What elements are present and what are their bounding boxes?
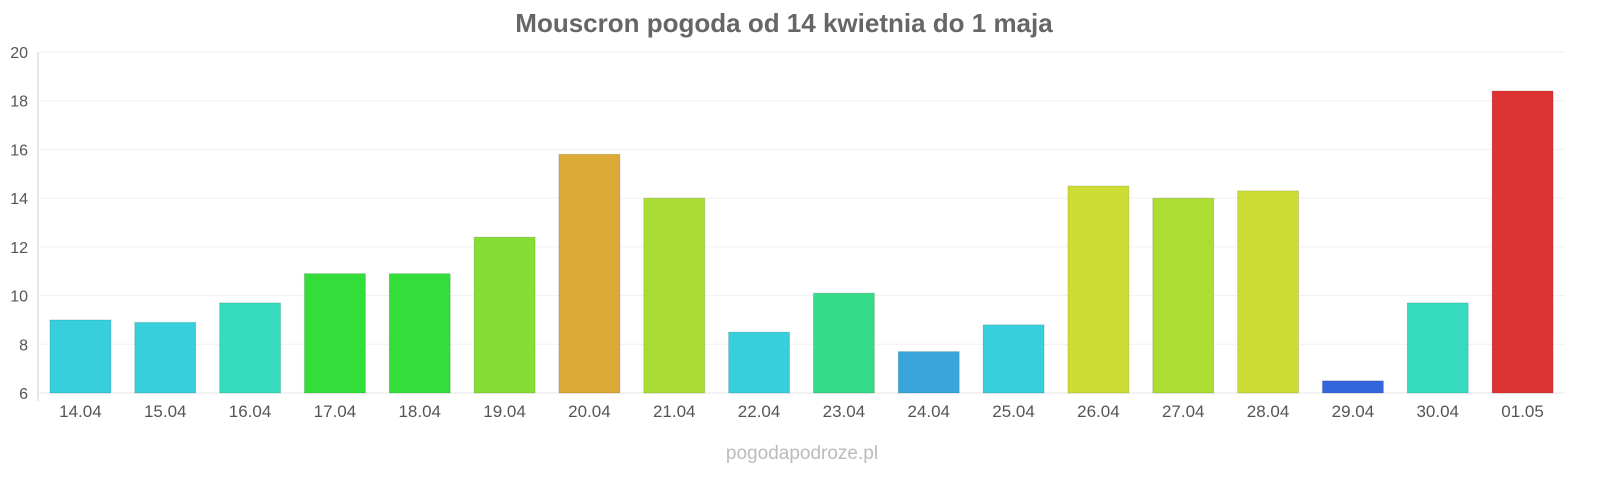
chart-title: Mouscron pogoda od 14 kwietnia do 1 maja bbox=[515, 8, 1053, 38]
y-tick-label: 12 bbox=[10, 240, 28, 257]
bar bbox=[812, 292, 875, 394]
bar bbox=[1152, 197, 1215, 394]
x-tick-label: 24.04 bbox=[907, 402, 950, 421]
bar bbox=[49, 319, 112, 394]
x-tick-label: 25.04 bbox=[992, 402, 1035, 421]
x-tick-label: 20.04 bbox=[568, 402, 611, 421]
bar bbox=[303, 273, 366, 394]
y-tick-label: 10 bbox=[10, 289, 28, 306]
bar bbox=[1321, 380, 1384, 394]
credit: pogodapodroze.pl bbox=[726, 443, 878, 464]
x-tick-label: 18.04 bbox=[398, 402, 441, 421]
x-tick-label: 01.05 bbox=[1501, 402, 1544, 421]
x-tick-label: 28.04 bbox=[1247, 402, 1290, 421]
x-tick-label: 29.04 bbox=[1332, 402, 1375, 421]
bar bbox=[897, 351, 960, 394]
y-tick-label: 16 bbox=[10, 142, 28, 159]
x-axis: 14.04 15.04 16.04 17.04 18.04 19.04 20.04 21.04… bbox=[59, 402, 1544, 421]
grid bbox=[38, 51, 1565, 394]
x-tick-label: 23.04 bbox=[823, 402, 866, 421]
y-tick-label: 8 bbox=[19, 337, 28, 354]
x-tick-label: 19.04 bbox=[483, 402, 526, 421]
x-tick-label: 21.04 bbox=[653, 402, 696, 421]
x-tick-label: 14.04 bbox=[59, 402, 102, 421]
bar bbox=[1237, 190, 1300, 394]
x-tick-label: 27.04 bbox=[1162, 402, 1205, 421]
y-tick-label: 18 bbox=[10, 94, 28, 111]
x-tick-label: 15.04 bbox=[144, 402, 187, 421]
bar bbox=[982, 324, 1045, 394]
bar bbox=[558, 153, 621, 394]
bars bbox=[49, 90, 1554, 394]
x-tick-label: 26.04 bbox=[1077, 402, 1120, 421]
y-tick-label: 14 bbox=[10, 191, 28, 208]
bar bbox=[473, 236, 536, 394]
x-tick-label: 17.04 bbox=[314, 402, 357, 421]
y-tick-label: 6 bbox=[19, 386, 28, 403]
y-axis: 6 8 10 12 14 16 18 20 bbox=[10, 45, 1565, 403]
x-tick-label: 22.04 bbox=[738, 402, 781, 421]
x-tick-label: 16.04 bbox=[229, 402, 272, 421]
bar bbox=[728, 331, 791, 394]
bar bbox=[643, 197, 706, 394]
bar bbox=[1067, 185, 1130, 394]
bar bbox=[219, 302, 282, 394]
bar bbox=[388, 273, 451, 394]
x-tick-label: 30.04 bbox=[1416, 402, 1459, 421]
bar bbox=[1406, 302, 1469, 394]
bar bbox=[1491, 90, 1554, 394]
y-tick-label: 20 bbox=[10, 45, 28, 62]
bar bbox=[134, 321, 197, 394]
